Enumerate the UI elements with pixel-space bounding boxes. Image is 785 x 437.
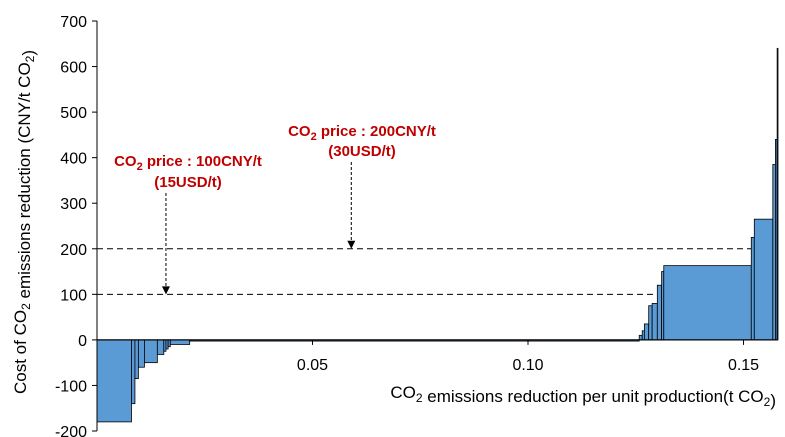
reference-lines: [97, 248, 778, 295]
y-tick-label: 500: [60, 105, 87, 122]
axes: [96, 21, 778, 431]
x-tick-label: 0.15: [728, 357, 759, 374]
bar-23: [776, 47, 779, 341]
bar-11: [638, 334, 643, 341]
y-tick-label: 300: [60, 196, 87, 213]
y-tick-label: 200: [60, 242, 87, 259]
bar-9: [169, 339, 191, 345]
y-tick-label: 0: [78, 333, 87, 350]
x-tick-label: 0.05: [297, 357, 328, 374]
y-tick-label: -200: [55, 424, 87, 437]
bar-14: [648, 305, 653, 341]
bar-5: [156, 339, 165, 355]
bar-18: [663, 265, 752, 341]
x-axis-label: CO2 emissions reduction per unit product…: [390, 383, 776, 410]
x-tick-label: 0.10: [512, 357, 543, 374]
bar-2: [134, 339, 139, 380]
bar-20: [753, 218, 774, 341]
annotation-sublabel-price200: (30USD/t): [328, 143, 396, 160]
y-tick-label: 600: [60, 60, 87, 77]
y-tick-label: 400: [60, 151, 87, 168]
y-axis-label: Cost of CO2 emissions reduction (CNY/t C…: [11, 50, 38, 394]
annotation-label-price200: CO2 price : 200CNY/t: [288, 123, 436, 143]
bar-4: [144, 339, 158, 364]
x-tick-labels: 0.05 0.10 0.15: [297, 339, 759, 374]
arrowhead-icon: [347, 240, 356, 249]
annotation-sublabel-price100: (15USD/t): [154, 174, 222, 191]
bars-group: [96, 47, 779, 423]
bar-19: [750, 236, 755, 341]
y-tick-label: 700: [60, 14, 87, 31]
y-tick-label: -100: [55, 378, 87, 395]
bar-13: [643, 323, 650, 341]
bar-1: [131, 339, 136, 405]
y-tick-labels: 700 600 500 400 300 200 100 0 -100 -200: [55, 14, 97, 437]
bar-15: [651, 303, 658, 341]
bar-3: [137, 339, 145, 368]
annotation-label-price100: CO2 price : 100CNY/t: [114, 153, 262, 173]
y-tick-label: 100: [60, 287, 87, 304]
arrowhead-icon: [161, 286, 170, 295]
bar-0: [96, 339, 132, 423]
bar-16: [656, 284, 663, 341]
annotations: CO2 price : 100CNY/t(15USD/t) CO2 price :…: [114, 123, 436, 295]
